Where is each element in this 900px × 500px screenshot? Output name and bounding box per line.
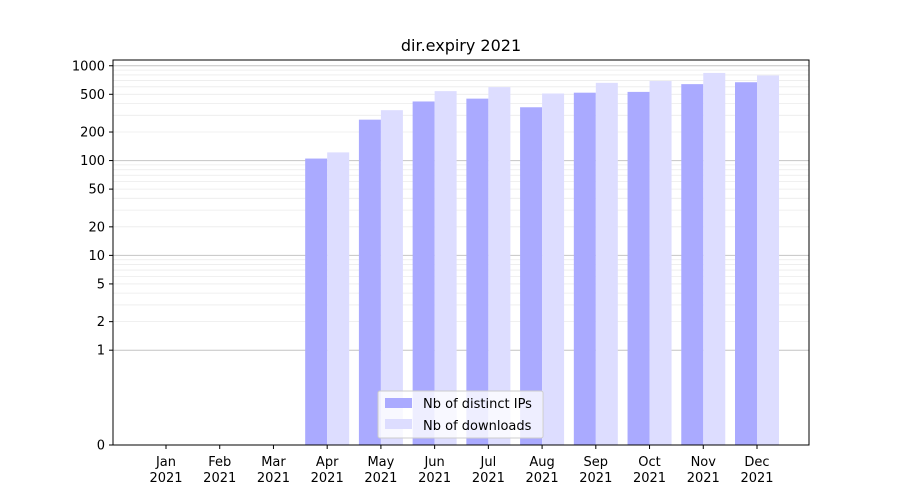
x-tick-label-year: 2021 <box>257 471 290 486</box>
bar-downloads <box>703 72 726 445</box>
legend-label-downloads: Nb of downloads <box>423 419 532 434</box>
y-tick-label: 2 <box>97 315 105 330</box>
legend-swatch-downloads <box>385 419 412 429</box>
bar-distinct-ips <box>681 84 704 445</box>
x-axis: Jan2021Feb2021Mar2021Apr2021May2021Jun20… <box>149 445 774 486</box>
x-tick-label-year: 2021 <box>687 471 720 486</box>
x-tick-label-year: 2021 <box>633 471 666 486</box>
y-tick-label: 1 <box>97 344 105 359</box>
bar-downloads <box>542 93 565 445</box>
legend-swatch-distinct-ips <box>385 398 412 408</box>
legend-label-distinct-ips: Nb of distinct IPs <box>423 397 532 412</box>
x-tick-label-year: 2021 <box>472 471 505 486</box>
y-tick-label: 200 <box>80 126 105 141</box>
y-tick-label: 0 <box>97 439 105 454</box>
x-tick-label-month: Aug <box>529 455 554 470</box>
bar-distinct-ips <box>358 119 381 446</box>
bar-downloads <box>649 81 672 446</box>
y-tick-label: 100 <box>80 154 105 169</box>
y-tick-label: 20 <box>88 220 105 235</box>
x-tick-label-month: Jul <box>480 455 497 470</box>
x-tick-label-year: 2021 <box>149 471 182 486</box>
bar-distinct-ips <box>466 98 489 445</box>
bar-distinct-ips <box>627 91 650 445</box>
x-tick-label-year: 2021 <box>526 471 559 486</box>
bar-downloads <box>434 91 457 446</box>
x-tick-label-month: Feb <box>208 455 231 470</box>
legend-frame <box>377 390 544 439</box>
x-tick-label-month: Jun <box>423 455 444 470</box>
y-tick-label: 5 <box>97 277 105 292</box>
bar-layer <box>305 72 779 446</box>
x-tick-label-month: Oct <box>638 455 660 470</box>
x-tick-label-month: Nov <box>691 455 717 470</box>
x-tick-label-month: Jan <box>155 455 176 470</box>
y-axis: 0 1 2 5 10 20 50 100 200 500 1000 <box>72 59 113 454</box>
x-tick-label-year: 2021 <box>203 471 236 486</box>
x-tick-label-month: May <box>367 455 394 470</box>
y-tick-label: 10 <box>88 249 105 264</box>
chart-title: dir.expiry 2021 <box>401 36 521 55</box>
x-tick-label-month: Sep <box>584 455 609 470</box>
y-tick-label: 50 <box>88 183 105 198</box>
x-tick-label-year: 2021 <box>579 471 612 486</box>
bar-distinct-ips <box>520 107 543 445</box>
bar-downloads <box>488 87 511 445</box>
y-tick-label: 500 <box>80 88 105 103</box>
x-tick-label-year: 2021 <box>740 471 773 486</box>
x-tick-label-month: Apr <box>316 455 339 470</box>
bar-distinct-ips <box>735 82 757 446</box>
bar-distinct-ips <box>573 92 596 445</box>
plot-frame <box>112 59 810 446</box>
legend: Nb of distinct IPs Nb of downloads <box>377 390 544 439</box>
x-tick-label-year: 2021 <box>364 471 397 486</box>
bar-downloads <box>327 152 350 446</box>
bar-distinct-ips <box>412 101 435 445</box>
bar-downloads <box>380 110 403 445</box>
x-tick-label-month: Dec <box>744 455 769 470</box>
x-tick-label-year: 2021 <box>311 471 344 486</box>
bar-distinct-ips <box>305 158 328 446</box>
bar-downloads <box>595 82 618 446</box>
x-tick-label-year: 2021 <box>418 471 451 486</box>
y-tick-label: 1000 <box>72 59 105 74</box>
bar-downloads <box>757 75 779 446</box>
x-tick-label-month: Mar <box>261 455 286 470</box>
